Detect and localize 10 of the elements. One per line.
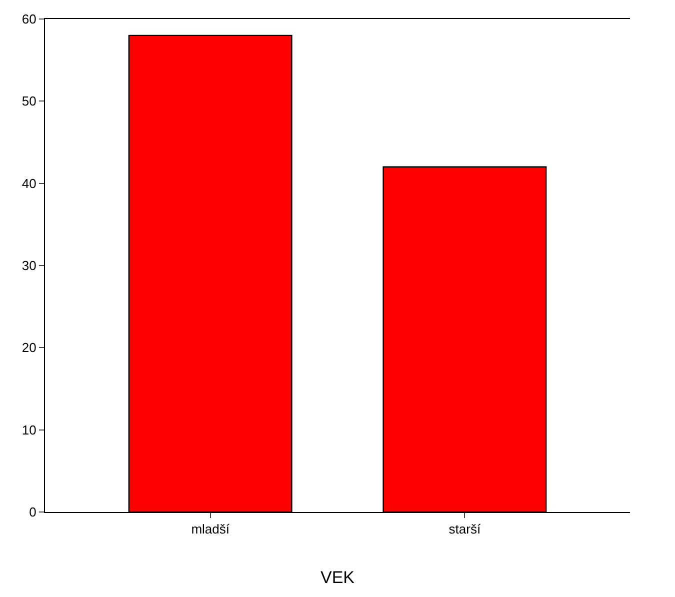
x-axis-title: VEK xyxy=(320,568,356,587)
y-tick-label: 30 xyxy=(22,258,36,274)
x-tick-label: starší xyxy=(448,522,481,537)
y-tick-label: 60 xyxy=(22,12,36,27)
x-tick-label: mladší xyxy=(191,522,230,537)
y-tick-label: 10 xyxy=(22,422,36,438)
y-tick-label: 50 xyxy=(22,94,36,109)
y-tick-label: 0 xyxy=(29,504,36,520)
y-tick-label: 20 xyxy=(22,340,36,356)
y-tick-label: 40 xyxy=(22,176,36,191)
